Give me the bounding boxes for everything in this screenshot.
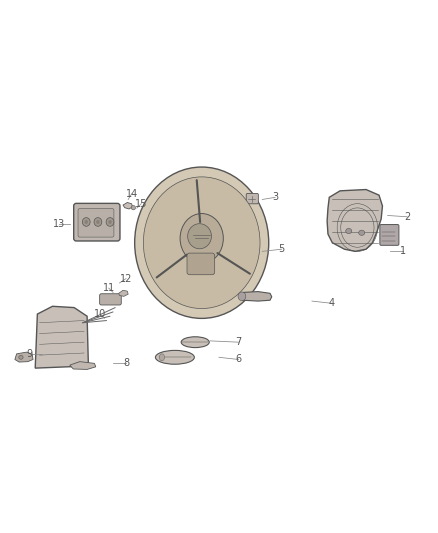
Polygon shape xyxy=(123,203,133,209)
Text: 12: 12 xyxy=(120,273,132,284)
Ellipse shape xyxy=(181,337,209,348)
Text: 2: 2 xyxy=(404,212,410,222)
FancyBboxPatch shape xyxy=(78,208,114,237)
Ellipse shape xyxy=(159,354,165,361)
FancyBboxPatch shape xyxy=(74,204,120,241)
FancyBboxPatch shape xyxy=(100,294,121,305)
Text: 10: 10 xyxy=(94,309,106,319)
Text: 3: 3 xyxy=(272,192,278,203)
Polygon shape xyxy=(70,361,96,369)
Text: 6: 6 xyxy=(235,354,241,365)
Text: 15: 15 xyxy=(135,199,147,209)
Ellipse shape xyxy=(106,217,114,227)
Text: 4: 4 xyxy=(328,298,335,308)
Text: 13: 13 xyxy=(53,219,65,229)
Polygon shape xyxy=(15,352,33,362)
FancyBboxPatch shape xyxy=(380,224,399,245)
Polygon shape xyxy=(240,292,272,301)
Polygon shape xyxy=(119,290,128,296)
Text: 7: 7 xyxy=(235,337,242,347)
Ellipse shape xyxy=(134,167,269,318)
Ellipse shape xyxy=(19,356,23,359)
Ellipse shape xyxy=(180,214,223,263)
FancyBboxPatch shape xyxy=(246,193,258,204)
Text: 14: 14 xyxy=(126,189,138,199)
Text: 9: 9 xyxy=(27,349,33,359)
Text: 5: 5 xyxy=(279,244,285,254)
Ellipse shape xyxy=(346,229,352,233)
Text: 8: 8 xyxy=(123,358,129,367)
Ellipse shape xyxy=(143,177,260,309)
Polygon shape xyxy=(327,190,382,252)
Ellipse shape xyxy=(155,350,194,364)
Ellipse shape xyxy=(359,230,365,236)
Ellipse shape xyxy=(85,220,88,224)
Ellipse shape xyxy=(108,220,112,224)
Ellipse shape xyxy=(96,220,100,224)
Text: 1: 1 xyxy=(400,246,406,256)
Text: 11: 11 xyxy=(102,283,115,293)
Ellipse shape xyxy=(187,224,212,249)
Ellipse shape xyxy=(238,292,246,301)
Ellipse shape xyxy=(82,217,90,227)
FancyBboxPatch shape xyxy=(187,253,215,274)
Polygon shape xyxy=(35,306,88,368)
Ellipse shape xyxy=(94,217,102,227)
Ellipse shape xyxy=(131,206,135,210)
